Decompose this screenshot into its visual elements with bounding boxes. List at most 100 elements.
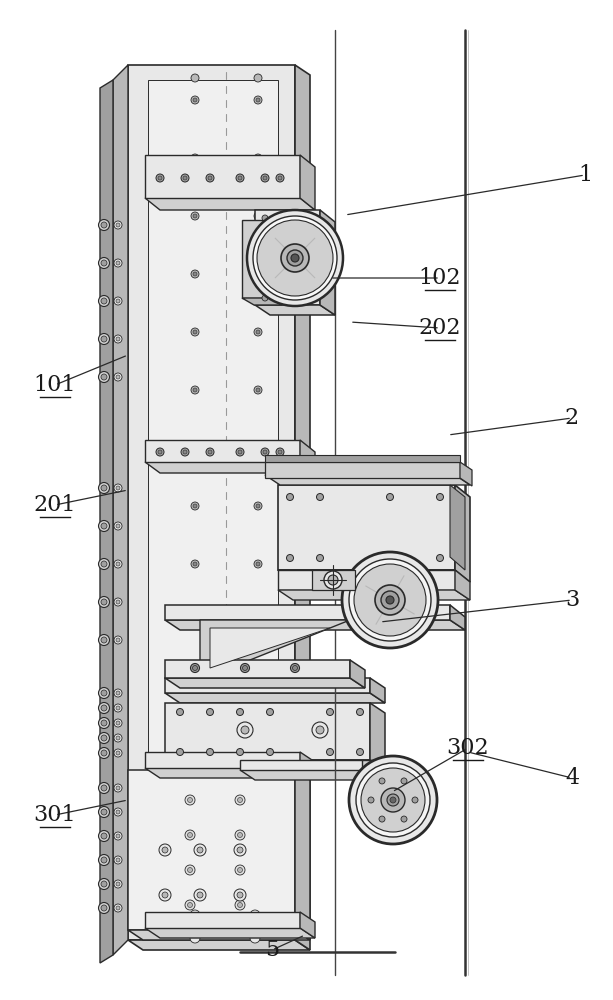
Circle shape: [191, 386, 199, 394]
Circle shape: [101, 485, 107, 491]
Circle shape: [292, 666, 297, 670]
Circle shape: [114, 598, 122, 606]
Circle shape: [99, 520, 110, 532]
Circle shape: [114, 259, 122, 267]
Circle shape: [114, 522, 122, 530]
Circle shape: [156, 448, 164, 456]
Text: 5: 5: [265, 939, 279, 961]
Circle shape: [193, 678, 197, 682]
Circle shape: [101, 750, 107, 756]
Polygon shape: [395, 760, 410, 780]
Circle shape: [324, 571, 342, 589]
Circle shape: [99, 702, 110, 714]
Circle shape: [162, 892, 168, 898]
Ellipse shape: [281, 244, 309, 272]
Circle shape: [191, 734, 199, 742]
Polygon shape: [295, 65, 310, 950]
Circle shape: [267, 748, 273, 756]
Circle shape: [116, 638, 120, 642]
Circle shape: [207, 748, 213, 756]
Circle shape: [114, 904, 122, 912]
Text: 201: 201: [34, 494, 76, 516]
Circle shape: [116, 337, 120, 341]
Circle shape: [101, 260, 107, 266]
Circle shape: [236, 448, 244, 456]
Circle shape: [158, 176, 162, 180]
Ellipse shape: [349, 559, 431, 641]
Ellipse shape: [291, 254, 299, 262]
Ellipse shape: [375, 585, 405, 615]
Circle shape: [114, 636, 122, 644]
Circle shape: [276, 448, 284, 456]
Circle shape: [387, 794, 399, 806]
Circle shape: [193, 852, 197, 856]
Circle shape: [237, 832, 243, 838]
Circle shape: [158, 450, 162, 454]
Circle shape: [191, 664, 199, 672]
Polygon shape: [295, 770, 310, 940]
Circle shape: [263, 176, 267, 180]
Polygon shape: [300, 752, 315, 778]
Circle shape: [116, 261, 120, 265]
Circle shape: [286, 493, 294, 500]
Circle shape: [116, 223, 120, 227]
Circle shape: [256, 98, 260, 102]
Circle shape: [116, 299, 120, 303]
Circle shape: [254, 444, 262, 452]
Circle shape: [237, 847, 243, 853]
Circle shape: [191, 96, 199, 104]
Polygon shape: [165, 693, 385, 703]
Polygon shape: [350, 660, 365, 688]
Circle shape: [278, 450, 282, 454]
Circle shape: [193, 214, 197, 218]
Circle shape: [114, 373, 122, 381]
Circle shape: [197, 847, 203, 853]
Polygon shape: [265, 475, 470, 485]
Circle shape: [197, 892, 203, 898]
Circle shape: [207, 708, 213, 716]
Circle shape: [191, 444, 199, 452]
Circle shape: [256, 446, 260, 450]
Polygon shape: [255, 210, 320, 305]
Circle shape: [261, 174, 269, 182]
Circle shape: [254, 154, 262, 162]
Circle shape: [237, 708, 243, 716]
Circle shape: [234, 889, 246, 901]
Circle shape: [116, 691, 120, 695]
Polygon shape: [240, 770, 410, 780]
Polygon shape: [450, 605, 465, 630]
Polygon shape: [145, 155, 300, 198]
Polygon shape: [145, 752, 300, 768]
Circle shape: [99, 688, 110, 698]
Circle shape: [116, 562, 120, 566]
Polygon shape: [278, 590, 470, 600]
Ellipse shape: [349, 756, 437, 844]
Polygon shape: [113, 65, 128, 955]
Circle shape: [99, 830, 110, 842]
Polygon shape: [165, 660, 350, 678]
Polygon shape: [148, 80, 278, 925]
Circle shape: [193, 388, 197, 392]
Circle shape: [99, 220, 110, 231]
Circle shape: [254, 328, 262, 336]
Circle shape: [241, 726, 249, 734]
Circle shape: [191, 270, 199, 278]
Circle shape: [101, 599, 107, 605]
Text: 302: 302: [447, 737, 489, 759]
Circle shape: [276, 174, 284, 182]
Circle shape: [256, 794, 260, 798]
Circle shape: [99, 334, 110, 344]
Circle shape: [116, 375, 120, 379]
Circle shape: [193, 272, 197, 276]
Polygon shape: [358, 590, 418, 620]
Circle shape: [256, 736, 260, 740]
Circle shape: [116, 600, 120, 604]
Polygon shape: [265, 462, 460, 478]
Circle shape: [240, 664, 249, 672]
Circle shape: [181, 174, 189, 182]
Polygon shape: [165, 703, 370, 760]
Circle shape: [256, 678, 260, 682]
Circle shape: [238, 450, 242, 454]
Circle shape: [387, 493, 394, 500]
Circle shape: [237, 748, 243, 756]
